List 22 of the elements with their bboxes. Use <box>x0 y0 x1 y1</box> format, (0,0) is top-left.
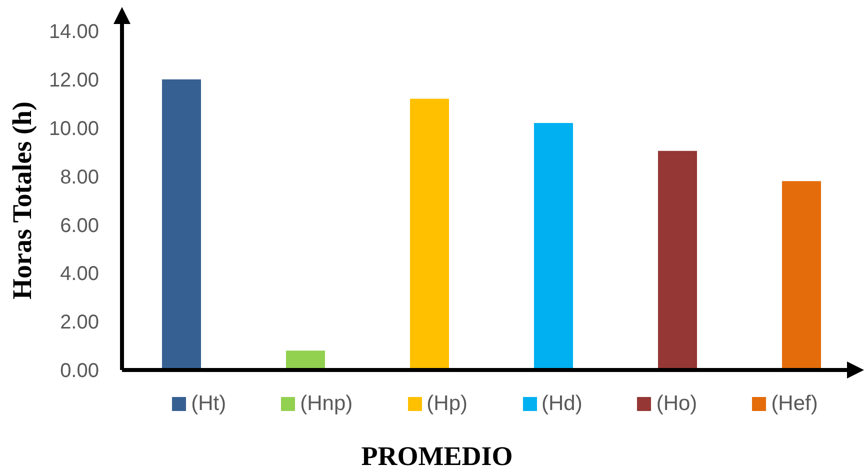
bar <box>534 123 573 370</box>
y-tick-label: 10.00 <box>48 118 99 140</box>
bar <box>286 350 325 370</box>
y-tick-label: 2.00 <box>60 312 99 334</box>
legend-label: (Hnp) <box>300 392 353 416</box>
legend-label: (Hd) <box>542 392 582 416</box>
y-tick-label: 0.00 <box>60 360 99 382</box>
bar <box>658 150 697 370</box>
y-tick-label: 12.00 <box>48 70 99 92</box>
bar <box>162 79 201 370</box>
legend-label: (Hef) <box>771 392 818 416</box>
legend-label: (Ht) <box>191 392 226 416</box>
bar <box>410 98 449 370</box>
y-tick-label: 14.00 <box>48 21 99 44</box>
legend-label: (Hp) <box>426 392 468 416</box>
legend-label: (Ho) <box>656 392 698 416</box>
y-tick-label: 8.00 <box>60 166 99 188</box>
y-tick-label: 4.00 <box>60 263 99 286</box>
y-axis-title: Horas Totales (h) <box>7 101 37 300</box>
x-axis-title: PROMEDIO <box>361 441 513 471</box>
y-tick-label: 6.00 <box>60 214 99 237</box>
bar <box>782 181 821 370</box>
